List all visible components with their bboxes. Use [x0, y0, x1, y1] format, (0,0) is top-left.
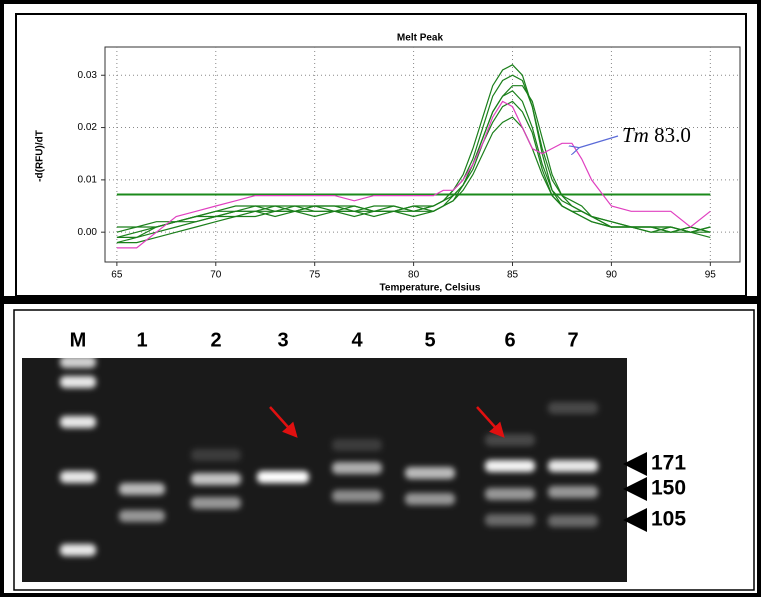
x-tick-label: 65 [111, 270, 123, 281]
gel-band [191, 473, 241, 485]
x-tick-label: 80 [408, 270, 420, 281]
gel-band [485, 514, 535, 526]
x-tick-label: 75 [309, 270, 321, 281]
lane-label: 2 [210, 329, 221, 351]
figure: Melt Peak Temperature, Celsius -d(RFU)/d… [0, 0, 761, 597]
lane-label: 7 [567, 329, 578, 351]
gel-image [22, 358, 627, 582]
gel-band [119, 510, 165, 522]
x-tick-label: 90 [606, 270, 618, 281]
gel-band [257, 471, 309, 483]
gel-band [332, 490, 382, 502]
gel-band [191, 497, 241, 509]
plot-area [105, 47, 740, 262]
chart-title: Melt Peak [397, 33, 444, 44]
size-label: 171 [651, 452, 686, 475]
gel-band [191, 449, 241, 461]
gel-band [60, 376, 96, 388]
gel-band [485, 460, 535, 472]
gel-band [60, 544, 96, 556]
page: Melt Peak Temperature, Celsius -d(RFU)/d… [0, 0, 761, 602]
lane-label: 6 [504, 329, 515, 351]
y-tick-label: 0.03 [78, 70, 98, 81]
y-tick-label: 0.01 [78, 175, 98, 186]
size-label: 150 [651, 477, 686, 500]
x-axis-label: Temperature, Celsius [380, 283, 481, 294]
gel-band [332, 462, 382, 474]
y-tick-label: 0.00 [78, 227, 98, 238]
x-tick-label: 70 [210, 270, 222, 281]
gel-band [60, 471, 96, 483]
y-tick-label: 0.02 [78, 122, 98, 133]
gel-band [548, 515, 598, 527]
gel-band [548, 460, 598, 472]
y-axis-label: -d(RFU)/dT [35, 130, 46, 182]
gel-band [332, 439, 382, 451]
plot: 0.00 0.01 0.02 0.03 65 70 75 80 85 90 95 [78, 47, 740, 281]
lane-label: 4 [351, 329, 363, 351]
gel-band [405, 493, 455, 505]
gel-band [405, 467, 455, 479]
lane-label: 1 [136, 329, 147, 351]
lane-label: 3 [277, 329, 288, 351]
gel-band [60, 356, 96, 368]
annotation-text: 83.0 [654, 123, 691, 147]
lane-label: 5 [424, 329, 435, 351]
size-label: 105 [651, 508, 686, 531]
gel-band [485, 434, 535, 446]
gel-band [485, 488, 535, 500]
lane-label: M [70, 329, 87, 351]
gel-band [548, 402, 598, 414]
gel-band [60, 416, 96, 428]
annotation: Tm 83.0 [622, 123, 691, 147]
gel-band [548, 486, 598, 498]
x-tick-label: 85 [507, 270, 519, 281]
x-tick-label: 95 [705, 270, 717, 281]
annotation-italic: Tm [622, 123, 649, 147]
gel-band [119, 483, 165, 495]
